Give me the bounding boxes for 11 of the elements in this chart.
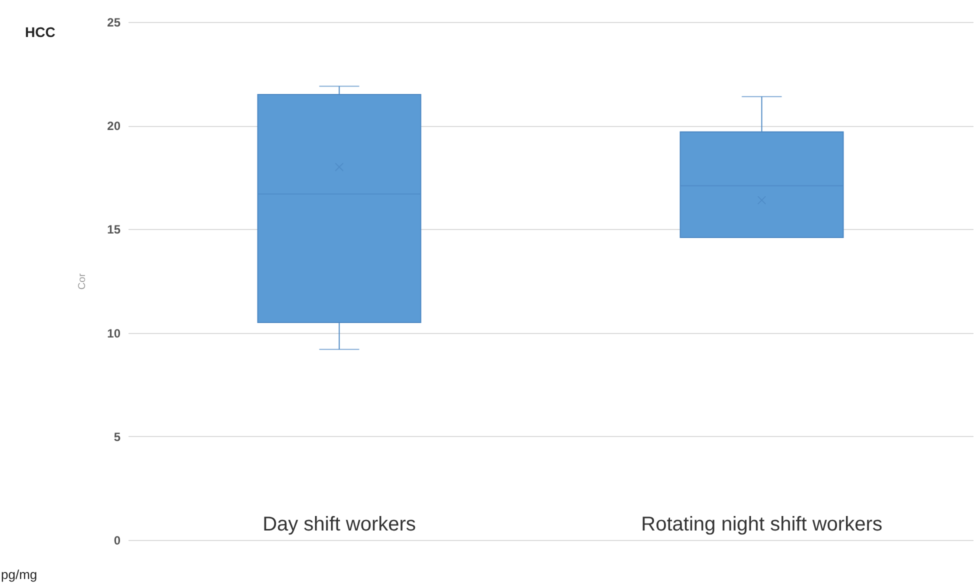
y-tick-label: 0 — [114, 534, 121, 548]
y-tick-label: 5 — [114, 430, 121, 444]
text: HCC — [25, 24, 56, 40]
text: pg/mg — [1, 567, 38, 582]
y-tick-label: 25 — [107, 16, 121, 30]
y-tick-label: 15 — [107, 222, 121, 237]
y-axis-title: Cor — [77, 272, 88, 290]
x-tick-label: Rotating night shift workers — [641, 514, 882, 536]
y-tick-label: 20 — [107, 119, 121, 134]
y-tick-label: 10 — [107, 326, 121, 340]
x-tick-label: Day shift workers — [262, 514, 416, 536]
